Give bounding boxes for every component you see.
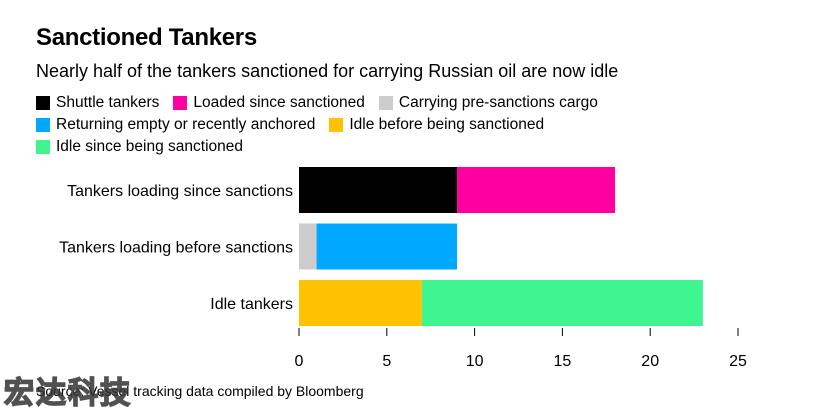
legend-swatch bbox=[173, 96, 188, 110]
legend-row: Returning empty or recently anchored Idle… bbox=[36, 114, 756, 136]
bar-segment bbox=[299, 223, 317, 270]
category-label: Tankers loading before sanctions bbox=[59, 240, 293, 257]
x-tick-label: 25 bbox=[729, 353, 747, 370]
legend-item: Shuttle tankers bbox=[36, 94, 159, 112]
x-tick-label: 0 bbox=[295, 353, 304, 370]
legend-row: Shuttle tankers Loaded since sanctioned Ca… bbox=[36, 92, 756, 114]
legend-row: Idle since being sanctioned bbox=[36, 136, 756, 158]
x-tick-label: 15 bbox=[554, 353, 572, 370]
legend-item: Loaded since sanctioned bbox=[173, 94, 365, 112]
legend-swatch bbox=[36, 118, 50, 132]
bar-segment bbox=[299, 167, 458, 213]
legend-item: Idle before being sanctioned bbox=[329, 116, 544, 134]
legend-label: Idle since being sanctioned bbox=[56, 138, 243, 155]
source-note: Source: Vessel tracking data compiled by… bbox=[36, 383, 364, 399]
chart-title: Sanctioned Tankers bbox=[36, 24, 257, 51]
legend-swatch bbox=[36, 140, 50, 154]
x-tick-label: 5 bbox=[382, 353, 391, 370]
legend-label: Idle before being sanctioned bbox=[349, 116, 545, 133]
legend-item: Idle since being sanctioned bbox=[36, 138, 243, 156]
chart-legend: Shuttle tankers Loaded since sanctioned Ca… bbox=[36, 92, 756, 158]
category-label: Tankers loading since sanctions bbox=[67, 183, 293, 200]
legend-label: Loaded since sanctioned bbox=[193, 94, 365, 111]
bar-segment bbox=[421, 280, 703, 326]
legend-item: Returning empty or recently anchored bbox=[36, 116, 315, 134]
x-tick-label: 10 bbox=[466, 353, 484, 370]
bar-segment bbox=[457, 167, 616, 213]
legend-label: Returning empty or recently anchored bbox=[56, 116, 316, 133]
bar-segment bbox=[316, 223, 458, 270]
bar-segment bbox=[299, 280, 422, 326]
legend-swatch bbox=[329, 118, 344, 132]
chart-subtitle: Nearly half of the tankers sanctioned fo… bbox=[36, 61, 619, 81]
legend-item: Carrying pre-sanctions cargo bbox=[378, 94, 598, 112]
legend-swatch bbox=[36, 96, 50, 110]
watermark-logo: 宏达科技 bbox=[3, 376, 132, 411]
legend-swatch bbox=[378, 96, 393, 110]
legend-label: Shuttle tankers bbox=[56, 94, 160, 111]
x-tick-label: 20 bbox=[641, 353, 659, 370]
category-label: Idle tankers bbox=[210, 296, 293, 313]
legend-label: Carrying pre-sanctions cargo bbox=[398, 94, 598, 111]
